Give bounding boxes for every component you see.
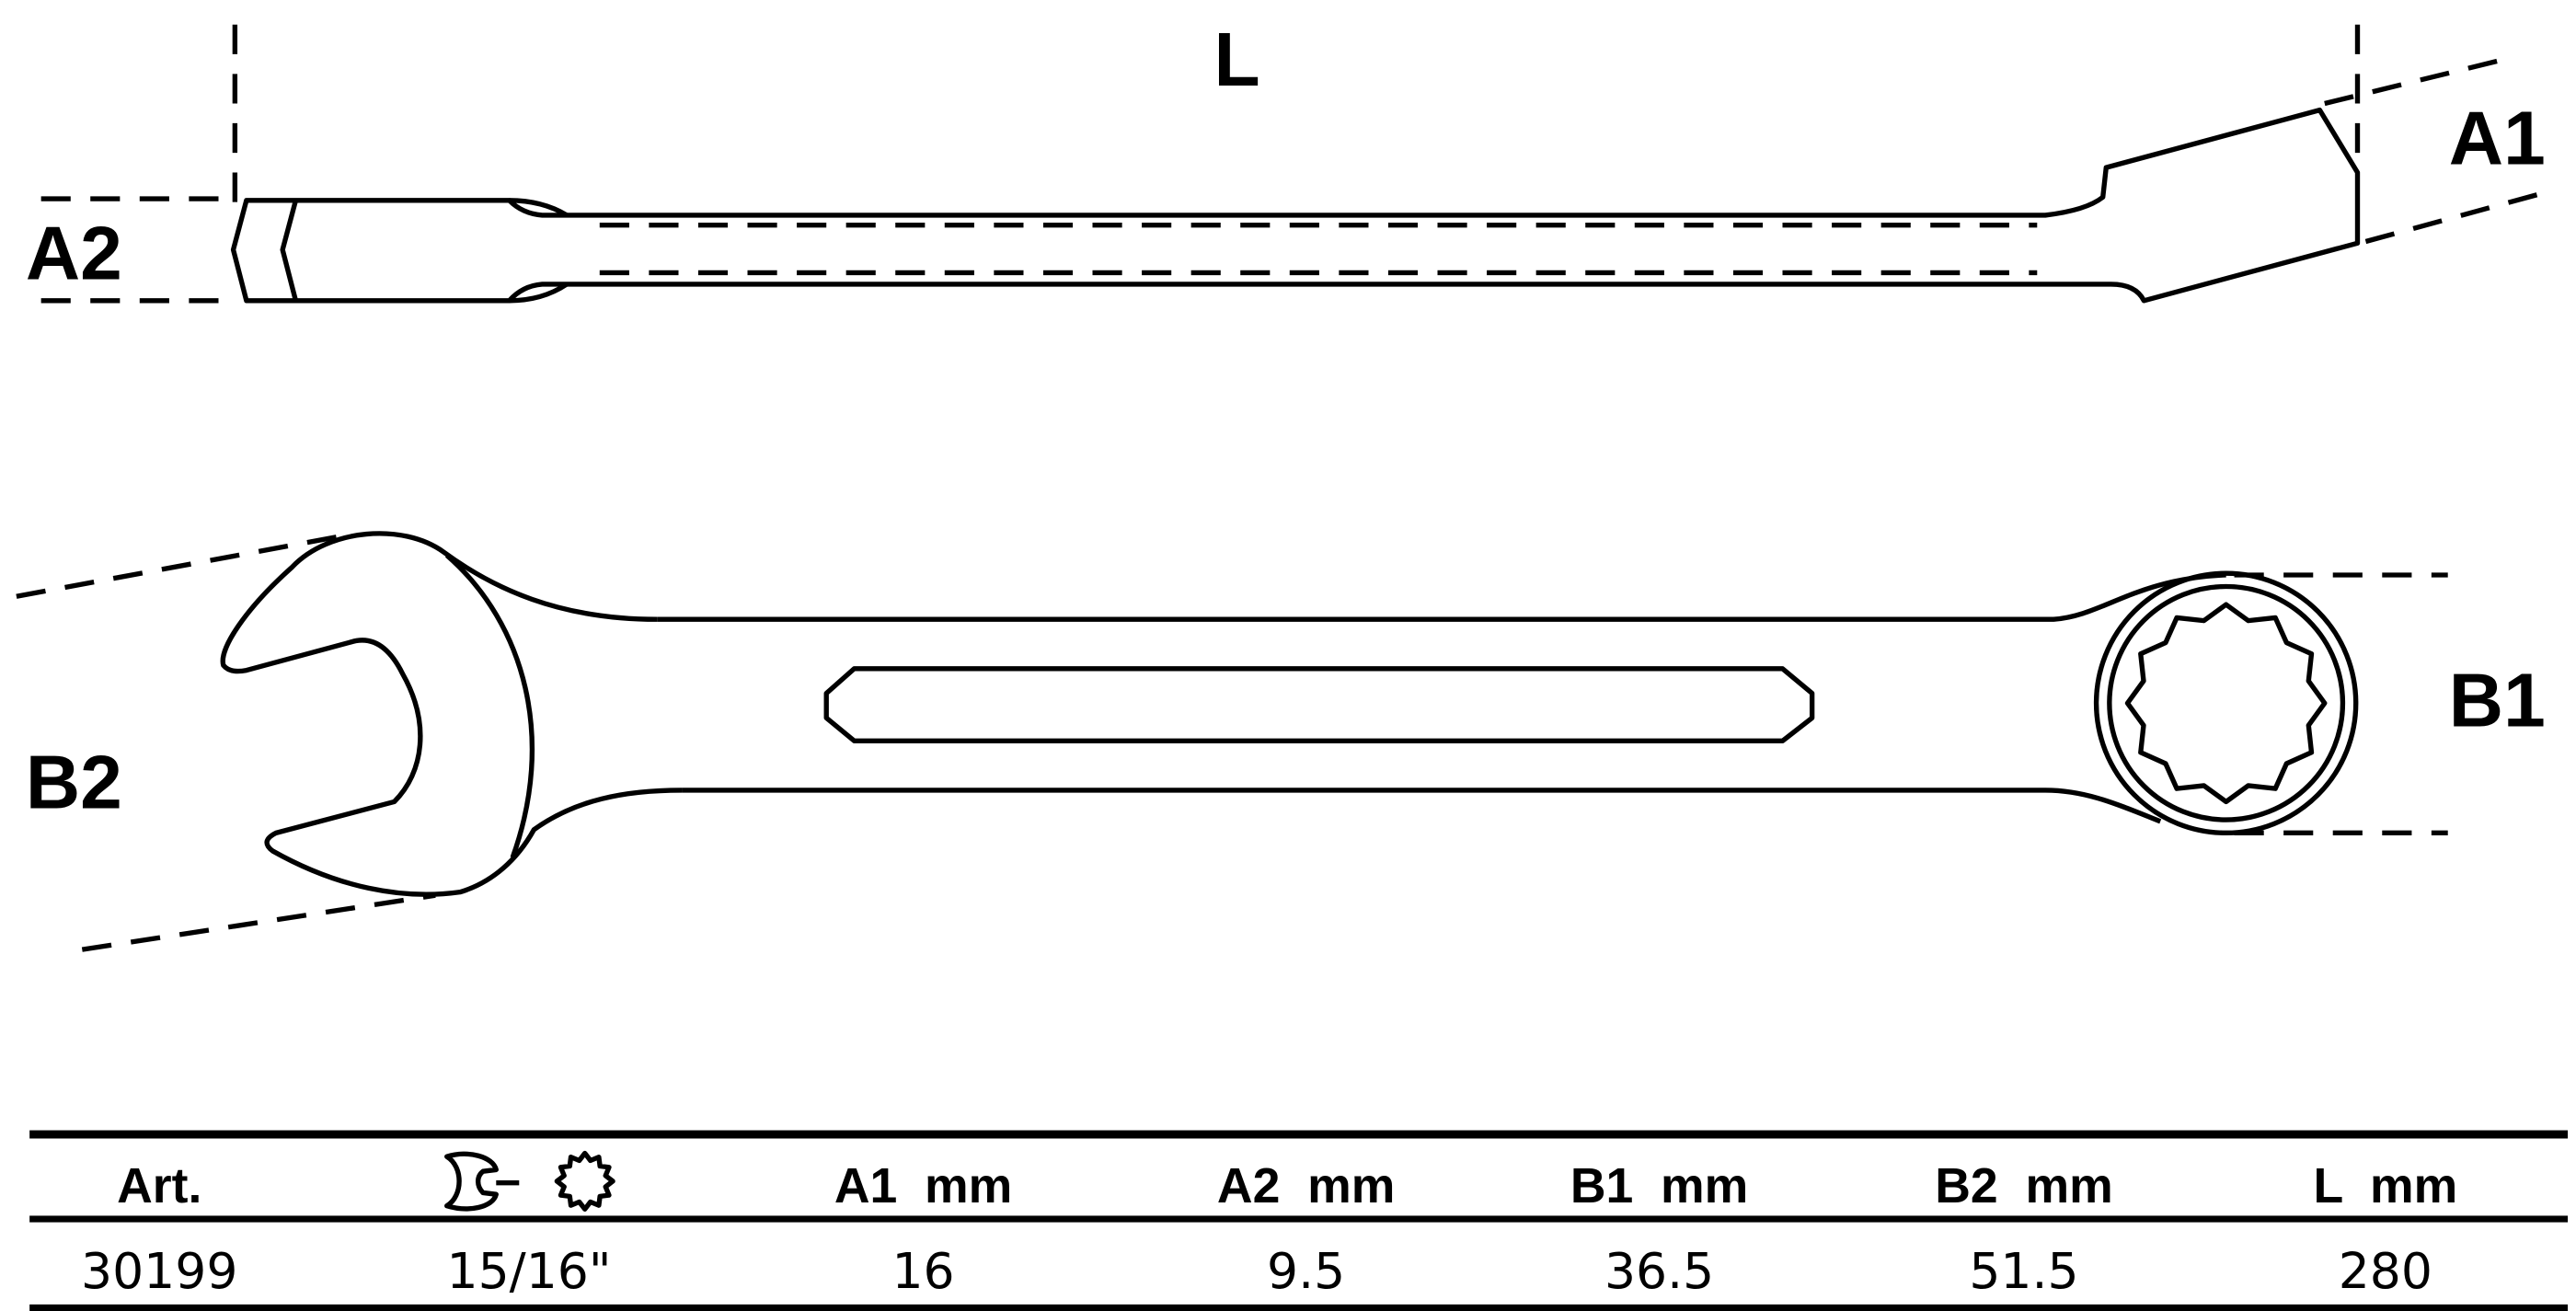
- label-B2: B2: [26, 742, 122, 825]
- header-b1: B1 mm: [1570, 1159, 1748, 1213]
- header-art: Art.: [117, 1159, 201, 1213]
- front-view: [16, 531, 2448, 952]
- cell-l: 280: [2339, 1242, 2432, 1300]
- header-a2: A2 mm: [1217, 1159, 1395, 1213]
- cell-b2: 51.5: [1969, 1242, 2078, 1300]
- label-A2: A2: [26, 213, 122, 296]
- open-end-wrench-icon: [444, 1151, 520, 1212]
- cell-a2: 9.5: [1267, 1242, 1345, 1300]
- dimension-labels: L A1 A2 B1 B2: [26, 18, 2546, 825]
- spec-table: Art. A1 mm A2 mm B1 mm B2 mm L mm 30199 …: [29, 1130, 2569, 1311]
- cell-a1: 16: [891, 1242, 954, 1300]
- twelve-point-ring-icon: [554, 1150, 615, 1212]
- label-A1: A1: [2449, 98, 2546, 181]
- cell-b1: 36.5: [1604, 1242, 1714, 1300]
- header-b2: B2 mm: [1935, 1159, 2112, 1213]
- header-a1: A1 mm: [834, 1159, 1012, 1213]
- table-row: 30199 15/16" 16 9.5 36.5 51.5 280: [81, 1242, 2432, 1300]
- label-B1: B1: [2449, 659, 2546, 742]
- header-l: L mm: [2313, 1159, 2457, 1213]
- label-L: L: [1214, 18, 1260, 102]
- cell-art: 30199: [81, 1242, 237, 1300]
- cell-size: 15/16": [447, 1242, 612, 1300]
- side-view: [40, 24, 2547, 304]
